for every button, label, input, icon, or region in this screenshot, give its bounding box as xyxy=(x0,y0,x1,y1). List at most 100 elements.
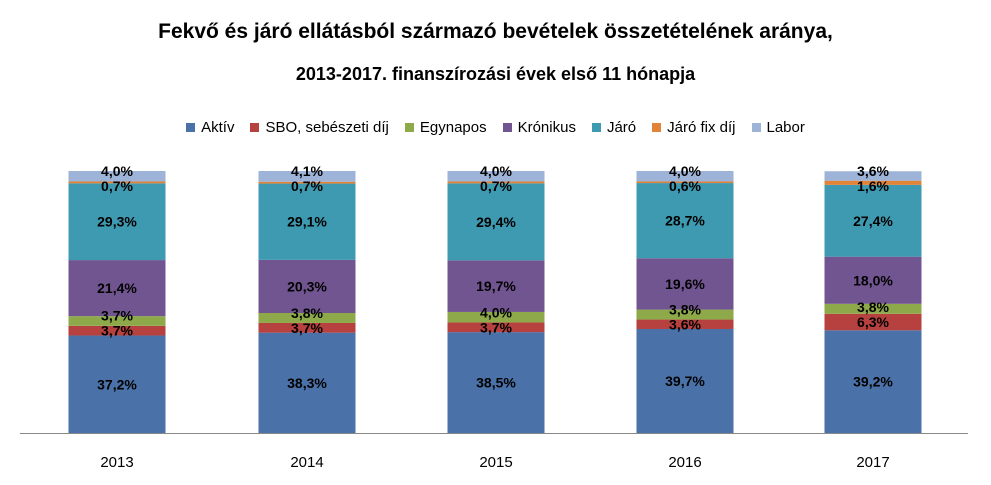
x-tick-label: 2016 xyxy=(668,454,701,471)
legend-item: Krónikus xyxy=(502,119,576,136)
bar-segment xyxy=(824,303,922,314)
legend-swatch xyxy=(652,123,662,132)
legend-label: Járó fix díj xyxy=(667,119,736,136)
legend-item: Labor xyxy=(751,119,805,136)
bar-segment xyxy=(636,319,734,329)
bar-segment xyxy=(824,313,922,331)
data-label: 4,0% xyxy=(101,163,133,179)
data-label: 0,6% xyxy=(669,178,701,194)
bar-segment xyxy=(68,171,166,182)
data-label: 3,8% xyxy=(857,299,889,315)
bar-segment xyxy=(447,183,545,261)
legend-item: SBO, sebészeti díj xyxy=(250,119,389,136)
data-label: 4,1% xyxy=(291,163,323,179)
data-label: 27,4% xyxy=(853,213,893,229)
data-label: 4,0% xyxy=(669,163,701,179)
bar-segment xyxy=(68,325,166,336)
data-label: 3,7% xyxy=(101,308,133,324)
data-label: 29,4% xyxy=(476,214,516,230)
data-label: 3,7% xyxy=(480,319,512,335)
legend-label: Aktív xyxy=(201,119,235,136)
data-label: 38,3% xyxy=(287,375,327,391)
legend-label: SBO, sebészeti díj xyxy=(265,119,389,136)
legend-item: Járó xyxy=(591,119,637,136)
data-label: 0,7% xyxy=(480,178,512,194)
legend-swatch xyxy=(751,123,761,132)
x-tick-label: 2015 xyxy=(479,454,512,471)
bar-segment xyxy=(636,309,734,320)
chart-title: Fekvő és járó ellátásból származó bevéte… xyxy=(158,20,833,43)
bar-segment xyxy=(258,183,356,260)
bar-segment xyxy=(824,330,922,433)
data-label: 3,8% xyxy=(291,305,323,321)
data-label: 29,1% xyxy=(287,214,327,230)
bar-segment xyxy=(68,181,166,184)
data-label: 1,6% xyxy=(857,178,889,194)
bar-segment xyxy=(824,184,922,257)
legend-swatch xyxy=(250,123,260,132)
bar-segment xyxy=(824,180,922,185)
x-tick-label: 2013 xyxy=(100,454,133,471)
bar-segment xyxy=(258,313,356,323)
legend-item: Járó fix díj xyxy=(652,119,736,136)
bar-segment xyxy=(447,322,545,333)
data-label: 19,6% xyxy=(665,276,705,292)
legend-swatch xyxy=(404,123,414,132)
bar-segment xyxy=(447,311,545,323)
bar-segment xyxy=(447,171,545,182)
legend-swatch xyxy=(502,123,512,132)
bar-segment xyxy=(447,181,545,184)
bar-segment xyxy=(636,328,734,433)
bar-segment xyxy=(258,181,356,184)
chart-subtitle: 2013-2017. finanszírozási évek első 11 h… xyxy=(295,64,696,84)
legend-label: Krónikus xyxy=(517,119,576,136)
data-label: 19,7% xyxy=(476,278,516,294)
legend-swatch xyxy=(591,123,601,132)
bar-segment xyxy=(68,316,166,326)
x-tick-label: 2014 xyxy=(290,454,323,471)
legend-item: Aktív xyxy=(186,119,234,136)
data-label: 0,7% xyxy=(291,178,323,194)
bar-segment xyxy=(68,260,166,317)
bar-segment xyxy=(258,171,356,182)
legend-swatch xyxy=(186,123,196,132)
bar-segment xyxy=(636,183,734,259)
bar-segment xyxy=(824,256,922,304)
data-label: 6,3% xyxy=(857,314,889,330)
data-label: 4,0% xyxy=(480,163,512,179)
data-label: 39,7% xyxy=(665,373,705,389)
data-label: 20,3% xyxy=(287,278,327,294)
data-label: 3,8% xyxy=(669,301,701,317)
bar-segment xyxy=(258,332,356,433)
data-label: 18,0% xyxy=(853,272,893,288)
data-label: 38,5% xyxy=(476,375,516,391)
bar-segment xyxy=(636,171,734,182)
legend: Aktív SBO, sebészeti díj Egynapos Krónikus J… xyxy=(0,119,991,136)
data-label: 3,7% xyxy=(101,323,133,339)
data-label: 29,3% xyxy=(97,214,137,230)
data-label: 0,7% xyxy=(101,178,133,194)
bar-segment xyxy=(447,260,545,312)
bar-segment xyxy=(68,183,166,261)
data-label: 39,2% xyxy=(853,374,893,390)
bar-segment xyxy=(258,322,356,333)
data-label: 21,4% xyxy=(97,280,137,296)
bar-segment xyxy=(636,181,734,184)
bar-segment xyxy=(636,258,734,310)
legend-label: Egynapos xyxy=(419,119,487,136)
data-label: 37,2% xyxy=(97,376,137,392)
bar-segment xyxy=(68,335,166,433)
bar-segment xyxy=(258,259,356,314)
legend-label: Labor xyxy=(766,119,805,136)
legend-label: Járó xyxy=(606,119,637,136)
legend-item: Egynapos xyxy=(404,119,487,136)
data-label: 3,6% xyxy=(857,163,889,179)
data-label: 28,7% xyxy=(665,213,705,229)
x-tick-label: 2017 xyxy=(856,454,889,471)
data-label: 3,7% xyxy=(291,320,323,336)
data-label: 4,0% xyxy=(480,304,512,320)
bar-segment xyxy=(447,332,545,433)
bar-segment xyxy=(824,171,922,181)
